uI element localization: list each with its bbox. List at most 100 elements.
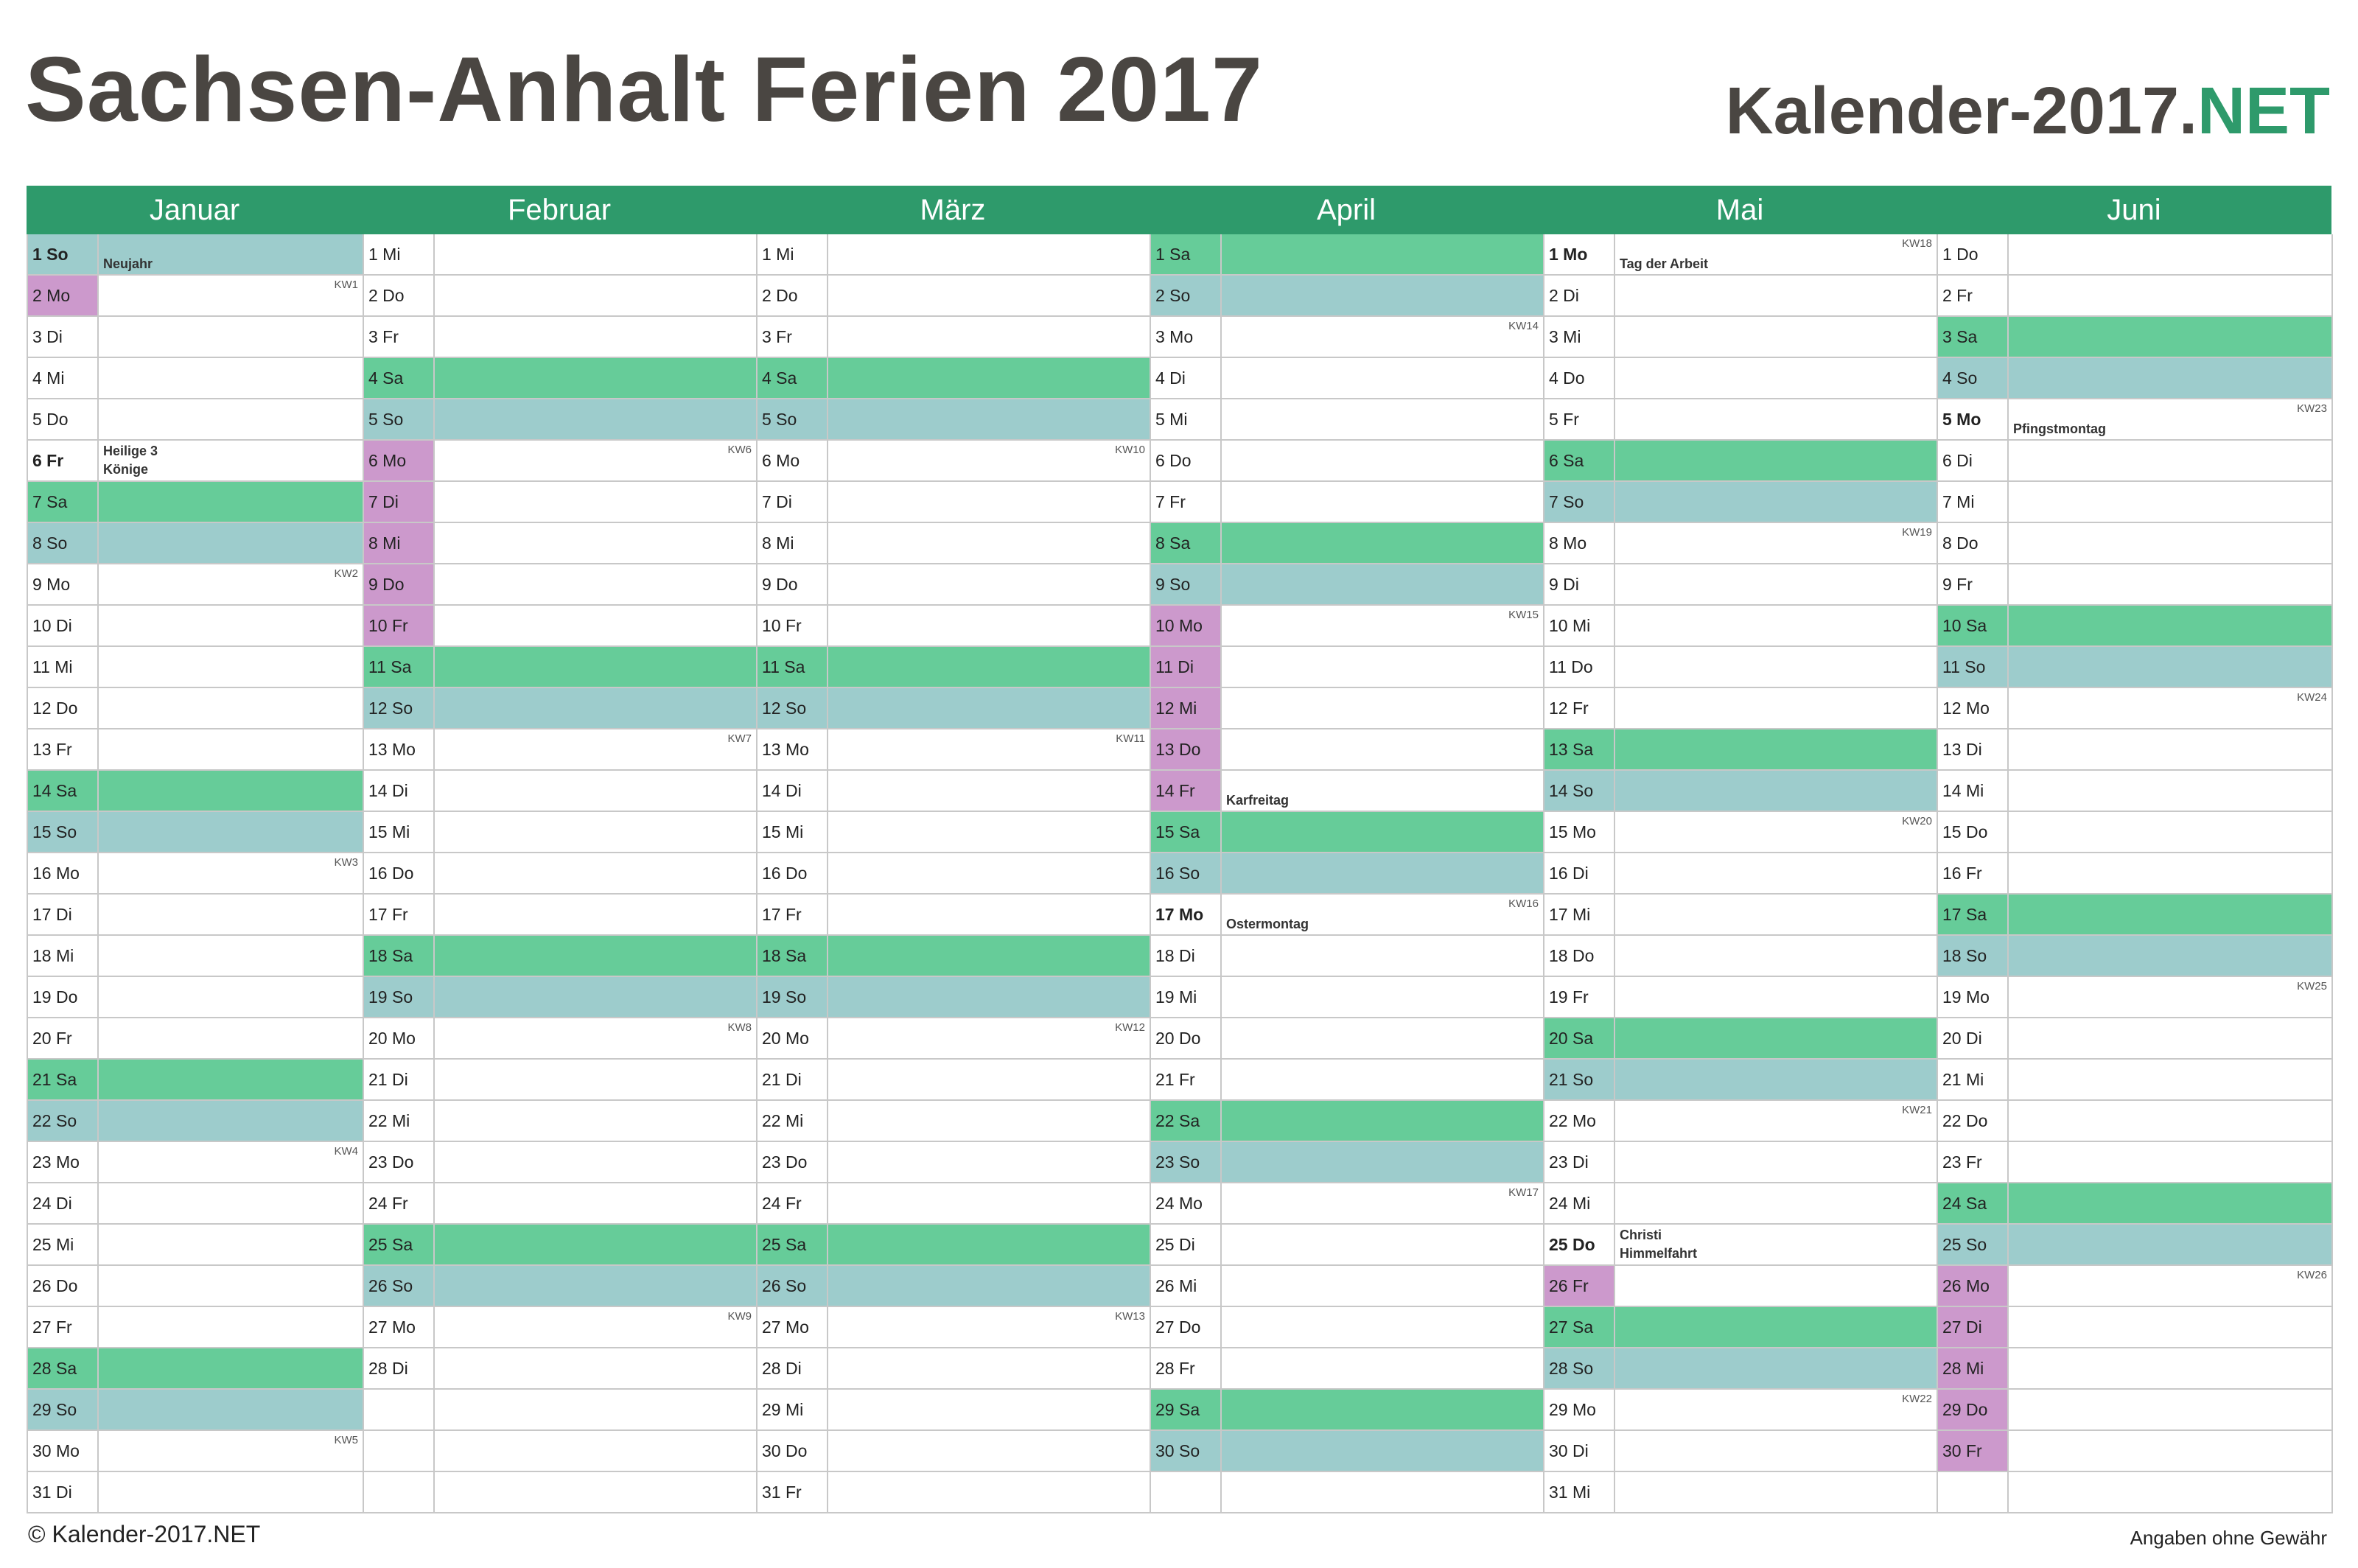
day-row: 2 Mo KW1	[28, 276, 363, 317]
day-label: 15 Mo	[1544, 812, 1615, 852]
day-note-cell	[2009, 812, 2331, 852]
week-number: KW6	[727, 444, 752, 456]
day-row: 30 Mo KW5	[28, 1431, 363, 1472]
week-number: KW12	[1115, 1021, 1145, 1034]
day-label: 7 Di	[758, 482, 828, 522]
day-row: 12 Do	[28, 688, 363, 729]
day-row: 20 Do	[1151, 1018, 1543, 1060]
holiday-name: Karfreitag	[1226, 793, 1290, 808]
day-row: 3 Sa	[1938, 317, 2331, 358]
day-label: 28 Fr	[1151, 1348, 1222, 1388]
day-row: 8 Mo KW19	[1544, 523, 1937, 564]
day-note-cell	[2009, 1431, 2331, 1471]
day-label: 27 Mo	[758, 1307, 828, 1347]
week-number: KW17	[1508, 1186, 1539, 1199]
day-note-cell	[1222, 688, 1543, 728]
day-label: 2 Mo	[28, 276, 99, 315]
day-label: 4 Di	[1151, 358, 1222, 398]
day-label: 11 Sa	[758, 647, 828, 687]
day-row: 26 Mo KW26	[1938, 1266, 2331, 1307]
day-note-cell	[2009, 606, 2331, 645]
day-note-cell	[1615, 647, 1937, 687]
day-row: 27 Do	[1151, 1307, 1543, 1348]
day-row: 27 Mo KW13	[758, 1307, 1150, 1348]
day-note-cell	[1615, 606, 1937, 645]
day-label: 1 Do	[1938, 234, 2009, 274]
day-row: 11 Do	[1544, 647, 1937, 688]
day-note-cell	[435, 1390, 756, 1429]
day-label: 9 Fr	[1938, 564, 2009, 604]
day-note-cell	[1222, 936, 1543, 976]
week-number: KW18	[1902, 237, 1932, 250]
week-number: KW8	[727, 1021, 752, 1034]
day-row: 27 Mo KW9	[364, 1307, 756, 1348]
day-label: 2 Fr	[1938, 276, 2009, 315]
week-number: KW7	[727, 732, 752, 745]
day-note-cell	[828, 317, 1150, 357]
day-label: 9 Do	[364, 564, 435, 604]
empty-day-row	[1938, 1472, 2331, 1513]
day-note-cell	[1222, 1266, 1543, 1306]
day-label: 23 Di	[1544, 1142, 1615, 1182]
day-note-cell	[2009, 234, 2331, 274]
day-row: 7 Sa	[28, 482, 363, 523]
day-label: 30 Di	[1544, 1431, 1615, 1471]
day-note-cell	[2009, 1183, 2331, 1223]
day-label: 7 So	[1544, 482, 1615, 522]
day-note-cell	[2009, 523, 2331, 563]
footer-copyright: © Kalender-2017.NET	[28, 1521, 261, 1547]
calendar-grid: Januar Februar März April Mai Juni 1 So Neujah…	[27, 186, 2333, 1513]
day-note-cell: KW25	[2009, 977, 2331, 1017]
day-label: 29 So	[28, 1390, 99, 1429]
day-label: 20 Di	[1938, 1018, 2009, 1058]
day-label: 3 Fr	[364, 317, 435, 357]
day-row: 7 Mi	[1938, 482, 2331, 523]
day-note-cell	[435, 771, 756, 811]
day-row: 13 Di	[1938, 729, 2331, 771]
day-row: 18 Do	[1544, 936, 1937, 977]
month-column: 1 Mi 2 Do 3 Fr 4 Sa 5 So 6 Mo KW6 7 Di 8 Mi 9 Do 1…	[364, 234, 758, 1513]
day-note-cell	[99, 1472, 363, 1512]
brand-logo[interactable]: Kalender-2017.NET	[1726, 78, 2330, 144]
day-row: 1 So Neujahr	[28, 234, 363, 276]
day-row: 23 Do	[758, 1142, 1150, 1183]
day-label: 26 So	[758, 1266, 828, 1306]
day-label: 23 Do	[758, 1142, 828, 1182]
day-label: 18 So	[1938, 936, 2009, 976]
day-note-cell: KW19	[1615, 523, 1937, 563]
day-row: 21 Di	[758, 1060, 1150, 1101]
day-note-cell	[1222, 234, 1543, 274]
day-row: 12 So	[758, 688, 1150, 729]
day-row: 4 Do	[1544, 358, 1937, 399]
day-note-cell	[1222, 523, 1543, 563]
day-label: 14 Di	[364, 771, 435, 811]
day-row: 1 Mi	[758, 234, 1150, 276]
day-note-cell	[2009, 358, 2331, 398]
day-note-cell	[435, 358, 756, 398]
day-row: 31 Mi	[1544, 1472, 1937, 1513]
day-label: 20 Sa	[1544, 1018, 1615, 1058]
day-row: 5 Do	[28, 399, 363, 441]
day-row: 23 Di	[1544, 1142, 1937, 1183]
day-label: 11 Do	[1544, 647, 1615, 687]
day-label: 12 Do	[28, 688, 99, 728]
day-row: 3 Di	[28, 317, 363, 358]
day-label: 10 Mi	[1544, 606, 1615, 645]
day-note-cell	[99, 729, 363, 769]
month-header: Mai	[1715, 194, 1764, 226]
day-row: 10 Sa	[1938, 606, 2331, 647]
day-row: 4 Mi	[28, 358, 363, 399]
day-label-cell	[364, 1472, 435, 1512]
day-row: 25 Di	[1151, 1225, 1543, 1266]
month-column: 1 So Neujahr 2 Mo KW1 3 Di 4 Mi 5 Do 6 Fr Heilig…	[28, 234, 364, 1513]
day-label: 6 Fr	[28, 441, 99, 480]
day-row: 6 Di	[1938, 441, 2331, 482]
day-label: 17 Mo	[1151, 895, 1222, 934]
day-row: 10 Fr	[364, 606, 756, 647]
day-label: 19 Fr	[1544, 977, 1615, 1017]
day-note-cell: KW4	[99, 1142, 363, 1182]
day-label: 25 So	[1938, 1225, 2009, 1264]
day-row: 19 Do	[28, 977, 363, 1018]
day-row: 23 Do	[364, 1142, 756, 1183]
day-row: 5 Fr	[1544, 399, 1937, 441]
